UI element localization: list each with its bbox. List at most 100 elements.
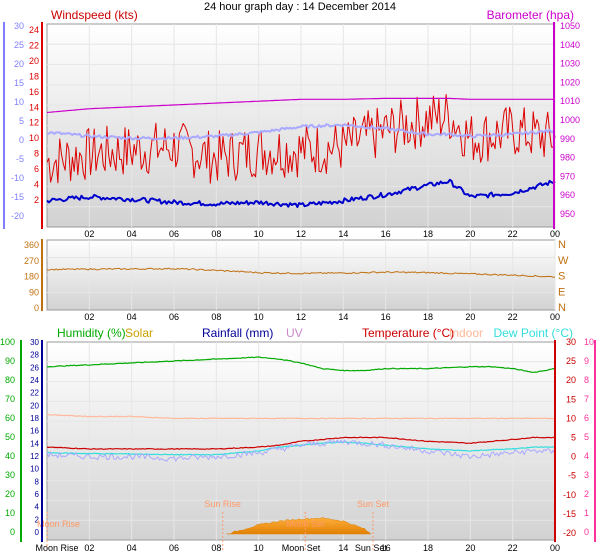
rainfall-tick-label: 10 [30, 465, 39, 474]
barometer-tick-label: 1000 [560, 115, 580, 125]
humidity-tick-label: 50 [5, 432, 15, 442]
x-tick-label: 08 [211, 312, 221, 322]
rainfall-tick-label: 2 [35, 515, 40, 524]
wind-tick-label: 18 [29, 71, 39, 81]
x-tick-label: Sun Set [355, 543, 388, 553]
uv-tick-label: 10 [584, 337, 594, 347]
x-tick-label: 12 [296, 229, 306, 239]
x-tick-label: 02 [84, 312, 94, 322]
right-temp-axis-bar [554, 340, 556, 542]
wind-tick-label: 10 [29, 133, 39, 143]
temperature-tick-label: 25 [566, 356, 576, 366]
humidity-tick-label: 70 [5, 394, 15, 404]
wind-panel-series [46, 94, 556, 208]
barometer-axis-ticks: 1050 1040 1030 1020 1010 1000 990 980 970 960 950 [560, 21, 580, 219]
barometer-tick-label: 980 [560, 153, 575, 163]
x-tick-label: 22 [508, 312, 518, 322]
temperature-humidity-panel: Humidity (%) Solar Rainfall (mm) UV Temp… [0, 326, 594, 553]
temperature-tick-label: -15 [11, 192, 24, 202]
temperature-panel-grid [47, 342, 556, 540]
windspeed-label: Windspeed (kts) [51, 8, 138, 22]
barometer-tick-label: 960 [560, 190, 575, 200]
x-tick-label: 16 [381, 312, 391, 322]
x-tick-label: 00 [550, 229, 560, 239]
rainfall-tick-label: 26 [30, 363, 39, 372]
uv-tick-label: 4 [584, 451, 589, 461]
direction-panel-series [46, 267, 556, 278]
temperature-tick-label: 5 [571, 433, 576, 443]
temperature-tick-label: 15 [566, 394, 576, 404]
x-tick-label: 14 [338, 229, 348, 239]
x-tick-label: 06 [169, 312, 179, 322]
direction-compass-label: N [558, 302, 566, 314]
x-tick-label: 02 [84, 543, 94, 553]
temperature-tick-label: 5 [19, 116, 24, 126]
x-tick-label: 04 [127, 229, 137, 239]
temperature-tick-label: -20 [11, 211, 24, 221]
x-tick-label: 16 [381, 543, 391, 553]
temperature-tick-label: 0 [571, 452, 576, 462]
humidity-tick-label: 40 [5, 451, 15, 461]
temperature-series-line [46, 413, 556, 420]
x-tick-label: 22 [508, 543, 518, 553]
solar-label: Solar [125, 326, 153, 340]
temperature-series-line [47, 123, 556, 141]
barometer-tick-label: 1010 [560, 96, 580, 106]
uv-tick-label: 2 [584, 489, 589, 499]
wind-series-line [46, 178, 556, 208]
wind-direction-line [46, 267, 556, 278]
humidity-tick-label: 10 [5, 508, 15, 518]
rainfall-tick-label: 0 [35, 528, 40, 537]
rainfall-tick-label: 4 [35, 503, 40, 512]
x-tick-label: 10 [254, 229, 264, 239]
annotation-label: Sun Rise [204, 499, 241, 509]
direction-compass-label: W [558, 255, 569, 267]
temperature-tick-label: 20 [566, 375, 576, 385]
temperature-tick-label: 30 [566, 337, 576, 347]
humidity-tick-label: 80 [5, 375, 15, 385]
temperature-tick-label: -5 [16, 154, 24, 164]
direction-panel-grid [47, 240, 556, 310]
uv-tick-label: 9 [584, 356, 589, 366]
x-tick-label: 02 [84, 229, 94, 239]
rainfall-tick-label: 28 [30, 351, 39, 360]
barometer-tick-label: 1040 [560, 40, 580, 50]
direction-degree-label: 360 [24, 240, 39, 250]
left-rain-axis-bar [41, 340, 43, 542]
x-tick-label: 10 [254, 312, 264, 322]
uv-tick-label: 8 [584, 375, 589, 385]
x-tick-label: 18 [423, 312, 433, 322]
barometer-tick-label: 990 [560, 134, 575, 144]
direction-degree-label: 180 [24, 272, 39, 282]
temperature-tick-label: -10 [563, 490, 576, 500]
uv-tick-label: 3 [584, 470, 589, 480]
x-tick-label: Moon Set [282, 543, 321, 553]
wind-tick-label: 14 [29, 102, 39, 112]
dew-point-label: Dew Point (°C) [494, 326, 573, 340]
rainfall-tick-label: 8 [35, 477, 40, 486]
temperature-series-line [46, 436, 556, 450]
left-dir-axis-bar [41, 239, 43, 311]
temperature-tick-label: 15 [14, 78, 24, 88]
solar-area-fill [226, 517, 371, 535]
uv-tick-label: 1 [584, 508, 589, 518]
x-tick-label: 04 [127, 312, 137, 322]
rainfall-tick-label: 20 [30, 401, 39, 410]
temperature-tick-label: 0 [19, 135, 24, 145]
temperature-tick-label: 10 [14, 97, 24, 107]
right-uv-axis-bar [594, 340, 596, 542]
x-tick-label: Moon Rise [35, 543, 78, 553]
temperature-panel-series [46, 356, 556, 462]
solar-area [226, 517, 371, 535]
x-tick-label: 06 [169, 543, 179, 553]
temperature-tick-label: 25 [14, 40, 24, 50]
annotation-label: Sun Set [357, 499, 390, 509]
wind-tick-label: 24 [29, 25, 39, 35]
humidity-tick-label: 30 [5, 470, 15, 480]
x-tick-label: 18 [423, 543, 433, 553]
